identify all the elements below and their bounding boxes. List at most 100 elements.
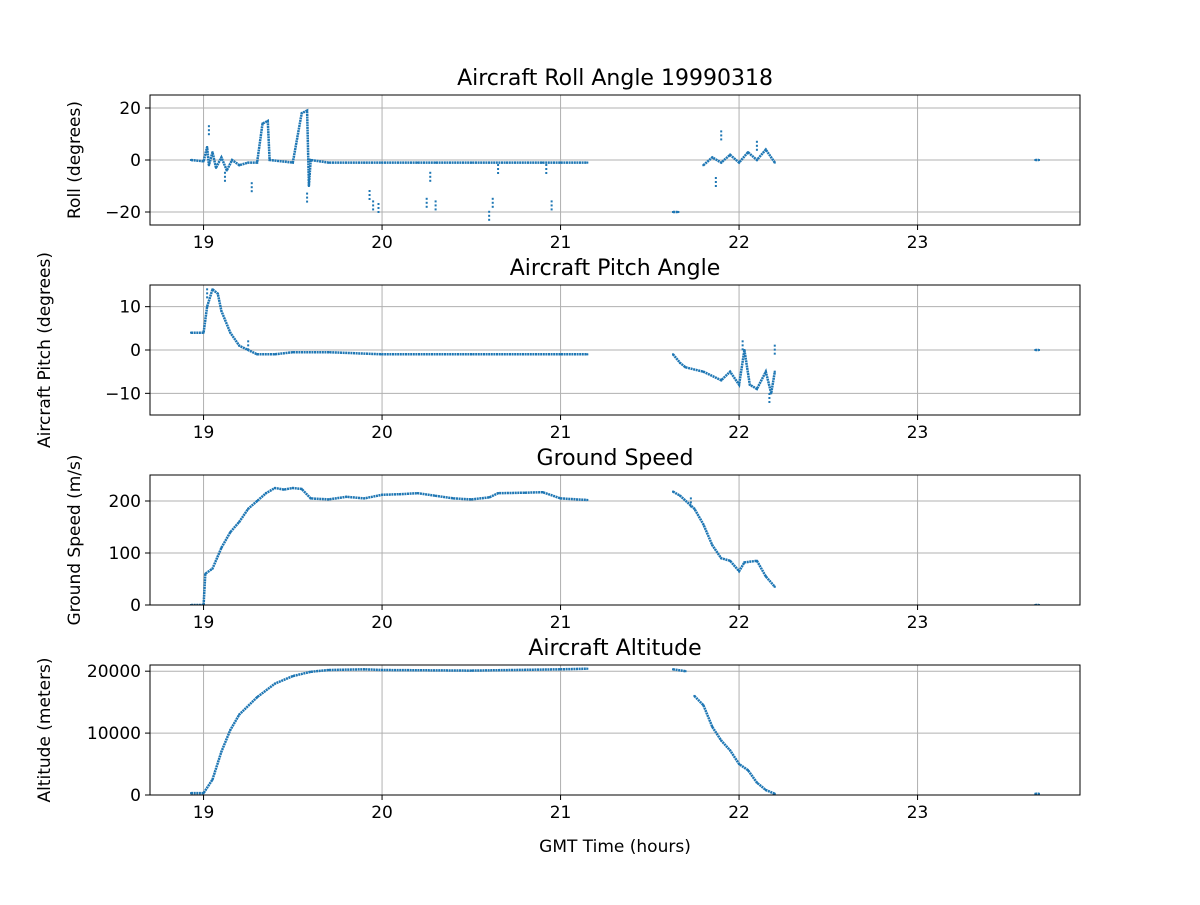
- y-tick-label: −20: [105, 203, 141, 223]
- data-point: [273, 487, 276, 489]
- data-point: [702, 164, 705, 167]
- data-point: [1037, 159, 1040, 161]
- data-point: [206, 296, 209, 299]
- data-point: [306, 196, 309, 199]
- data-point: [309, 159, 312, 161]
- data-point: [381, 161, 384, 164]
- data-point: [491, 205, 494, 208]
- data-point: [416, 492, 419, 495]
- data-point: [1037, 349, 1040, 351]
- data-point: [702, 523, 705, 526]
- data-point: [689, 501, 692, 504]
- data-point: [743, 561, 746, 564]
- data-point: [773, 585, 776, 588]
- data-point: [545, 164, 548, 166]
- y-axis-label: Aircraft Pitch (degrees): [35, 252, 55, 448]
- panel-0: 19 20 21 22 23 20 0 −20 Aircraft Roll Angle 1999…: [65, 66, 1081, 253]
- data-point: [306, 200, 309, 203]
- data-point: [773, 792, 776, 795]
- data-point: [773, 344, 776, 347]
- data-point: [206, 305, 209, 308]
- data-point: [306, 109, 309, 112]
- y-axis-label: Roll (degrees): [65, 101, 85, 219]
- data-point: [523, 491, 526, 494]
- data-point: [291, 161, 294, 164]
- data-point: [273, 353, 276, 356]
- data-point: [398, 493, 401, 496]
- data-point: [764, 370, 767, 373]
- data-point: [768, 397, 771, 399]
- data-point: [256, 500, 259, 502]
- data-point: [368, 198, 371, 200]
- data-point: [204, 572, 207, 575]
- panel-3: 19 20 21 22 23 20000 10000 0 Aircraft Altitude Al…: [35, 636, 1081, 823]
- y-tick-label: 10: [119, 298, 141, 318]
- data-trace: [191, 667, 588, 795]
- data-point: [231, 159, 234, 161]
- data-point: [702, 370, 705, 373]
- data-point: [282, 488, 285, 491]
- data-point: [729, 153, 732, 156]
- data-point: [363, 161, 366, 164]
- data-point: [497, 172, 500, 174]
- data-point: [202, 792, 205, 795]
- data-point: [220, 546, 223, 549]
- data-point: [207, 133, 210, 136]
- data-point: [729, 370, 732, 373]
- data-point: [586, 498, 589, 501]
- data-point: [720, 161, 723, 164]
- data-point: [190, 331, 193, 334]
- data-point: [470, 161, 473, 164]
- data-point: [748, 383, 751, 386]
- data-point: [488, 214, 491, 217]
- data-point: [416, 161, 419, 164]
- data-point: [225, 169, 228, 172]
- panel-title: Aircraft Altitude: [528, 636, 701, 661]
- data-point: [220, 156, 223, 159]
- data-point: [207, 164, 210, 167]
- data-point: [327, 668, 330, 671]
- data-point: [291, 487, 294, 489]
- data-point: [491, 197, 494, 200]
- data-trace: [190, 108, 588, 187]
- data-point: [247, 348, 250, 351]
- data-point: [773, 161, 776, 164]
- y-tick-label: 10000: [87, 724, 141, 744]
- y-tick-label: 0: [130, 786, 141, 806]
- data-point: [306, 192, 309, 195]
- data-trace: [191, 486, 588, 605]
- x-tick-label: 19: [193, 613, 215, 633]
- data-point: [488, 496, 491, 499]
- data-point: [381, 493, 384, 496]
- data-point: [1034, 349, 1037, 351]
- data-point: [720, 379, 723, 382]
- data-point: [247, 507, 250, 510]
- data-point: [434, 494, 437, 497]
- x-tick-label: 22: [728, 613, 750, 633]
- data-point: [434, 161, 437, 164]
- axes-frame: [149, 664, 1081, 796]
- data-point: [672, 211, 675, 213]
- data-point: [434, 208, 437, 211]
- data-point: [363, 668, 366, 671]
- data-point: [434, 200, 437, 203]
- data-point: [755, 144, 758, 147]
- data-trace: [672, 490, 776, 588]
- data-point: [711, 156, 714, 159]
- data-point: [741, 340, 744, 343]
- y-tick-label: −10: [105, 384, 141, 404]
- y-axis-label: Altitude (meters): [35, 657, 55, 802]
- data-point: [497, 492, 500, 495]
- data-point: [746, 769, 749, 772]
- data-point: [429, 175, 432, 178]
- data-point: [773, 348, 776, 351]
- data-point: [223, 179, 226, 182]
- data-point: [229, 331, 232, 334]
- data-point: [720, 130, 723, 133]
- data-point: [586, 161, 589, 164]
- data-point: [702, 704, 705, 707]
- data-point: [497, 168, 500, 170]
- data-point: [363, 497, 366, 500]
- data-point: [545, 168, 548, 170]
